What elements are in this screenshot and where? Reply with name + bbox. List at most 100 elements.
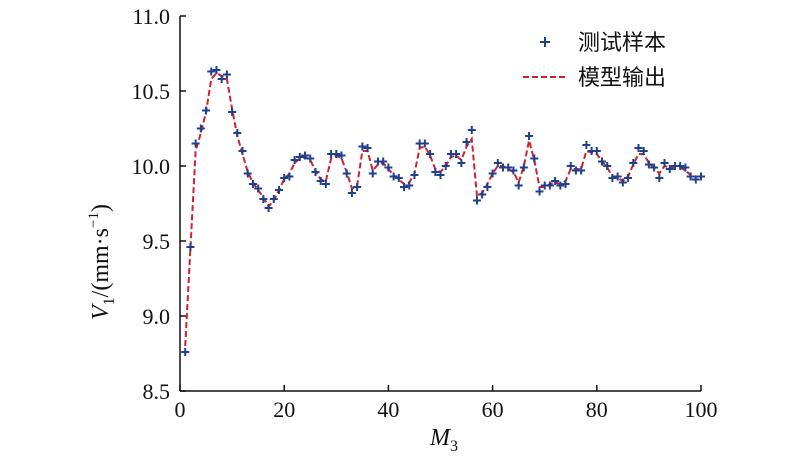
data-point-test-sample (254, 184, 263, 193)
data-point-test-sample (363, 144, 372, 152)
data-point-test-sample (306, 154, 315, 163)
data-point-test-sample (582, 141, 591, 149)
data-point-test-sample (353, 183, 362, 191)
data-point-test-sample (613, 172, 622, 181)
x-tick-label: 60 (482, 397, 504, 422)
data-point-test-sample (462, 138, 471, 146)
y-tick-label: 9.0 (143, 304, 171, 329)
data-point-test-sample (592, 147, 601, 155)
data-point-test-sample (577, 166, 586, 175)
data-point-test-sample (431, 168, 440, 176)
data-point-test-sample (681, 163, 690, 172)
data-point-test-sample (634, 144, 643, 152)
legend-label-test-sample: 测试样本 (578, 31, 666, 56)
x-tick-label: 40 (377, 397, 399, 422)
data-point-test-sample (452, 150, 461, 158)
axes (179, 16, 701, 392)
data-point-test-sample (655, 174, 664, 182)
data-point-test-sample (467, 126, 476, 134)
data-point-test-sample (603, 162, 612, 170)
data-point-test-sample (379, 157, 388, 166)
y-axis-title-main: V (88, 303, 114, 320)
y-tick-label: 8.5 (143, 379, 171, 404)
data-point-test-sample (316, 177, 325, 185)
data-point-test-sample (665, 165, 674, 173)
data-point-test-sample (358, 142, 367, 151)
x-tick-label: 100 (685, 397, 718, 422)
y-axis-title-unit-close: ) (88, 204, 114, 212)
data-point-test-sample (504, 163, 513, 172)
data-point-test-sample (650, 163, 659, 172)
data-point-test-sample (530, 154, 539, 163)
y-tick-label: 10.0 (132, 154, 171, 179)
y-axis-title-unit: /(mm·s (88, 228, 114, 297)
data-point-test-sample (280, 174, 289, 182)
data-point-test-sample (624, 174, 633, 182)
y-axis-title-sub: 1 (101, 297, 118, 305)
data-point-test-sample (598, 157, 607, 166)
data-point-test-sample (384, 163, 393, 172)
data-point-test-sample (394, 174, 403, 182)
data-point-test-sample (488, 169, 497, 178)
data-point-test-sample (691, 175, 700, 184)
data-point-test-sample (410, 171, 419, 179)
data-point-test-sample (222, 70, 231, 79)
x-tick-label: 20 (273, 397, 295, 422)
data-point-test-sample (264, 204, 273, 212)
data-point-test-sample (389, 172, 398, 181)
data-point-test-sample (478, 190, 487, 199)
data-point-test-sample (301, 151, 310, 160)
data-point-test-sample (472, 196, 481, 205)
data-point-test-sample (426, 150, 435, 158)
legend-item-model-output: 模型输出 (523, 66, 666, 91)
data-point-test-sample (217, 75, 226, 83)
data-point-test-sample (295, 153, 304, 161)
y-tick-label: 10.5 (132, 79, 171, 104)
x-axis-title: M3 (429, 425, 458, 455)
data-point-test-sample (274, 186, 283, 194)
data-point-test-sample (290, 156, 299, 164)
data-point-test-sample (457, 159, 466, 167)
data-point-test-sample (368, 169, 377, 178)
data-point-test-sample (285, 172, 294, 181)
data-point-test-sample (202, 106, 211, 115)
y-axis-title-unit-sup: −1 (86, 212, 102, 228)
data-point-test-sample (186, 243, 195, 251)
legend: 测试样本 模型输出 (523, 31, 666, 91)
data-point-test-sample (269, 195, 278, 203)
data-point-test-sample (660, 159, 669, 167)
data-point-test-sample (644, 160, 653, 169)
data-point-test-sample (629, 159, 638, 167)
data-point-test-sample (556, 181, 565, 190)
data-point-test-sample (311, 168, 320, 176)
data-point-test-sample (509, 166, 518, 175)
x-axis-title-sub: 3 (450, 438, 458, 455)
data-point-test-sample (332, 150, 341, 158)
data-point-test-sample (618, 178, 627, 187)
x-ticks: 0 20 40 60 80 100 (175, 385, 718, 422)
data-point-test-sample (228, 108, 237, 116)
data-point-test-sample (238, 147, 247, 155)
data-point-test-sample (405, 181, 414, 190)
y-tick-label: 11.0 (132, 4, 170, 29)
x-tick-label: 80 (586, 397, 608, 422)
data-point-test-sample (545, 181, 554, 190)
data-point-test-sample (321, 180, 330, 188)
data-point-test-sample (191, 139, 200, 148)
data-point-test-sample (337, 151, 346, 160)
data-point-test-sample (207, 67, 216, 76)
data-point-test-sample (420, 139, 429, 148)
data-point-test-sample (248, 180, 257, 188)
y-tick-label: 9.5 (143, 229, 171, 254)
data-point-test-sample (212, 66, 221, 74)
y-axis-title: V1/(mm·s−1) (86, 204, 118, 320)
data-point-test-sample (561, 180, 570, 188)
data-point-test-sample (483, 183, 492, 191)
data-point-test-sample (514, 181, 523, 190)
data-point-test-sample (400, 183, 409, 191)
data-point-test-sample (525, 132, 534, 140)
data-point-test-sample (608, 174, 617, 182)
data-point-test-sample (259, 195, 268, 203)
data-point-test-sample (519, 163, 528, 172)
